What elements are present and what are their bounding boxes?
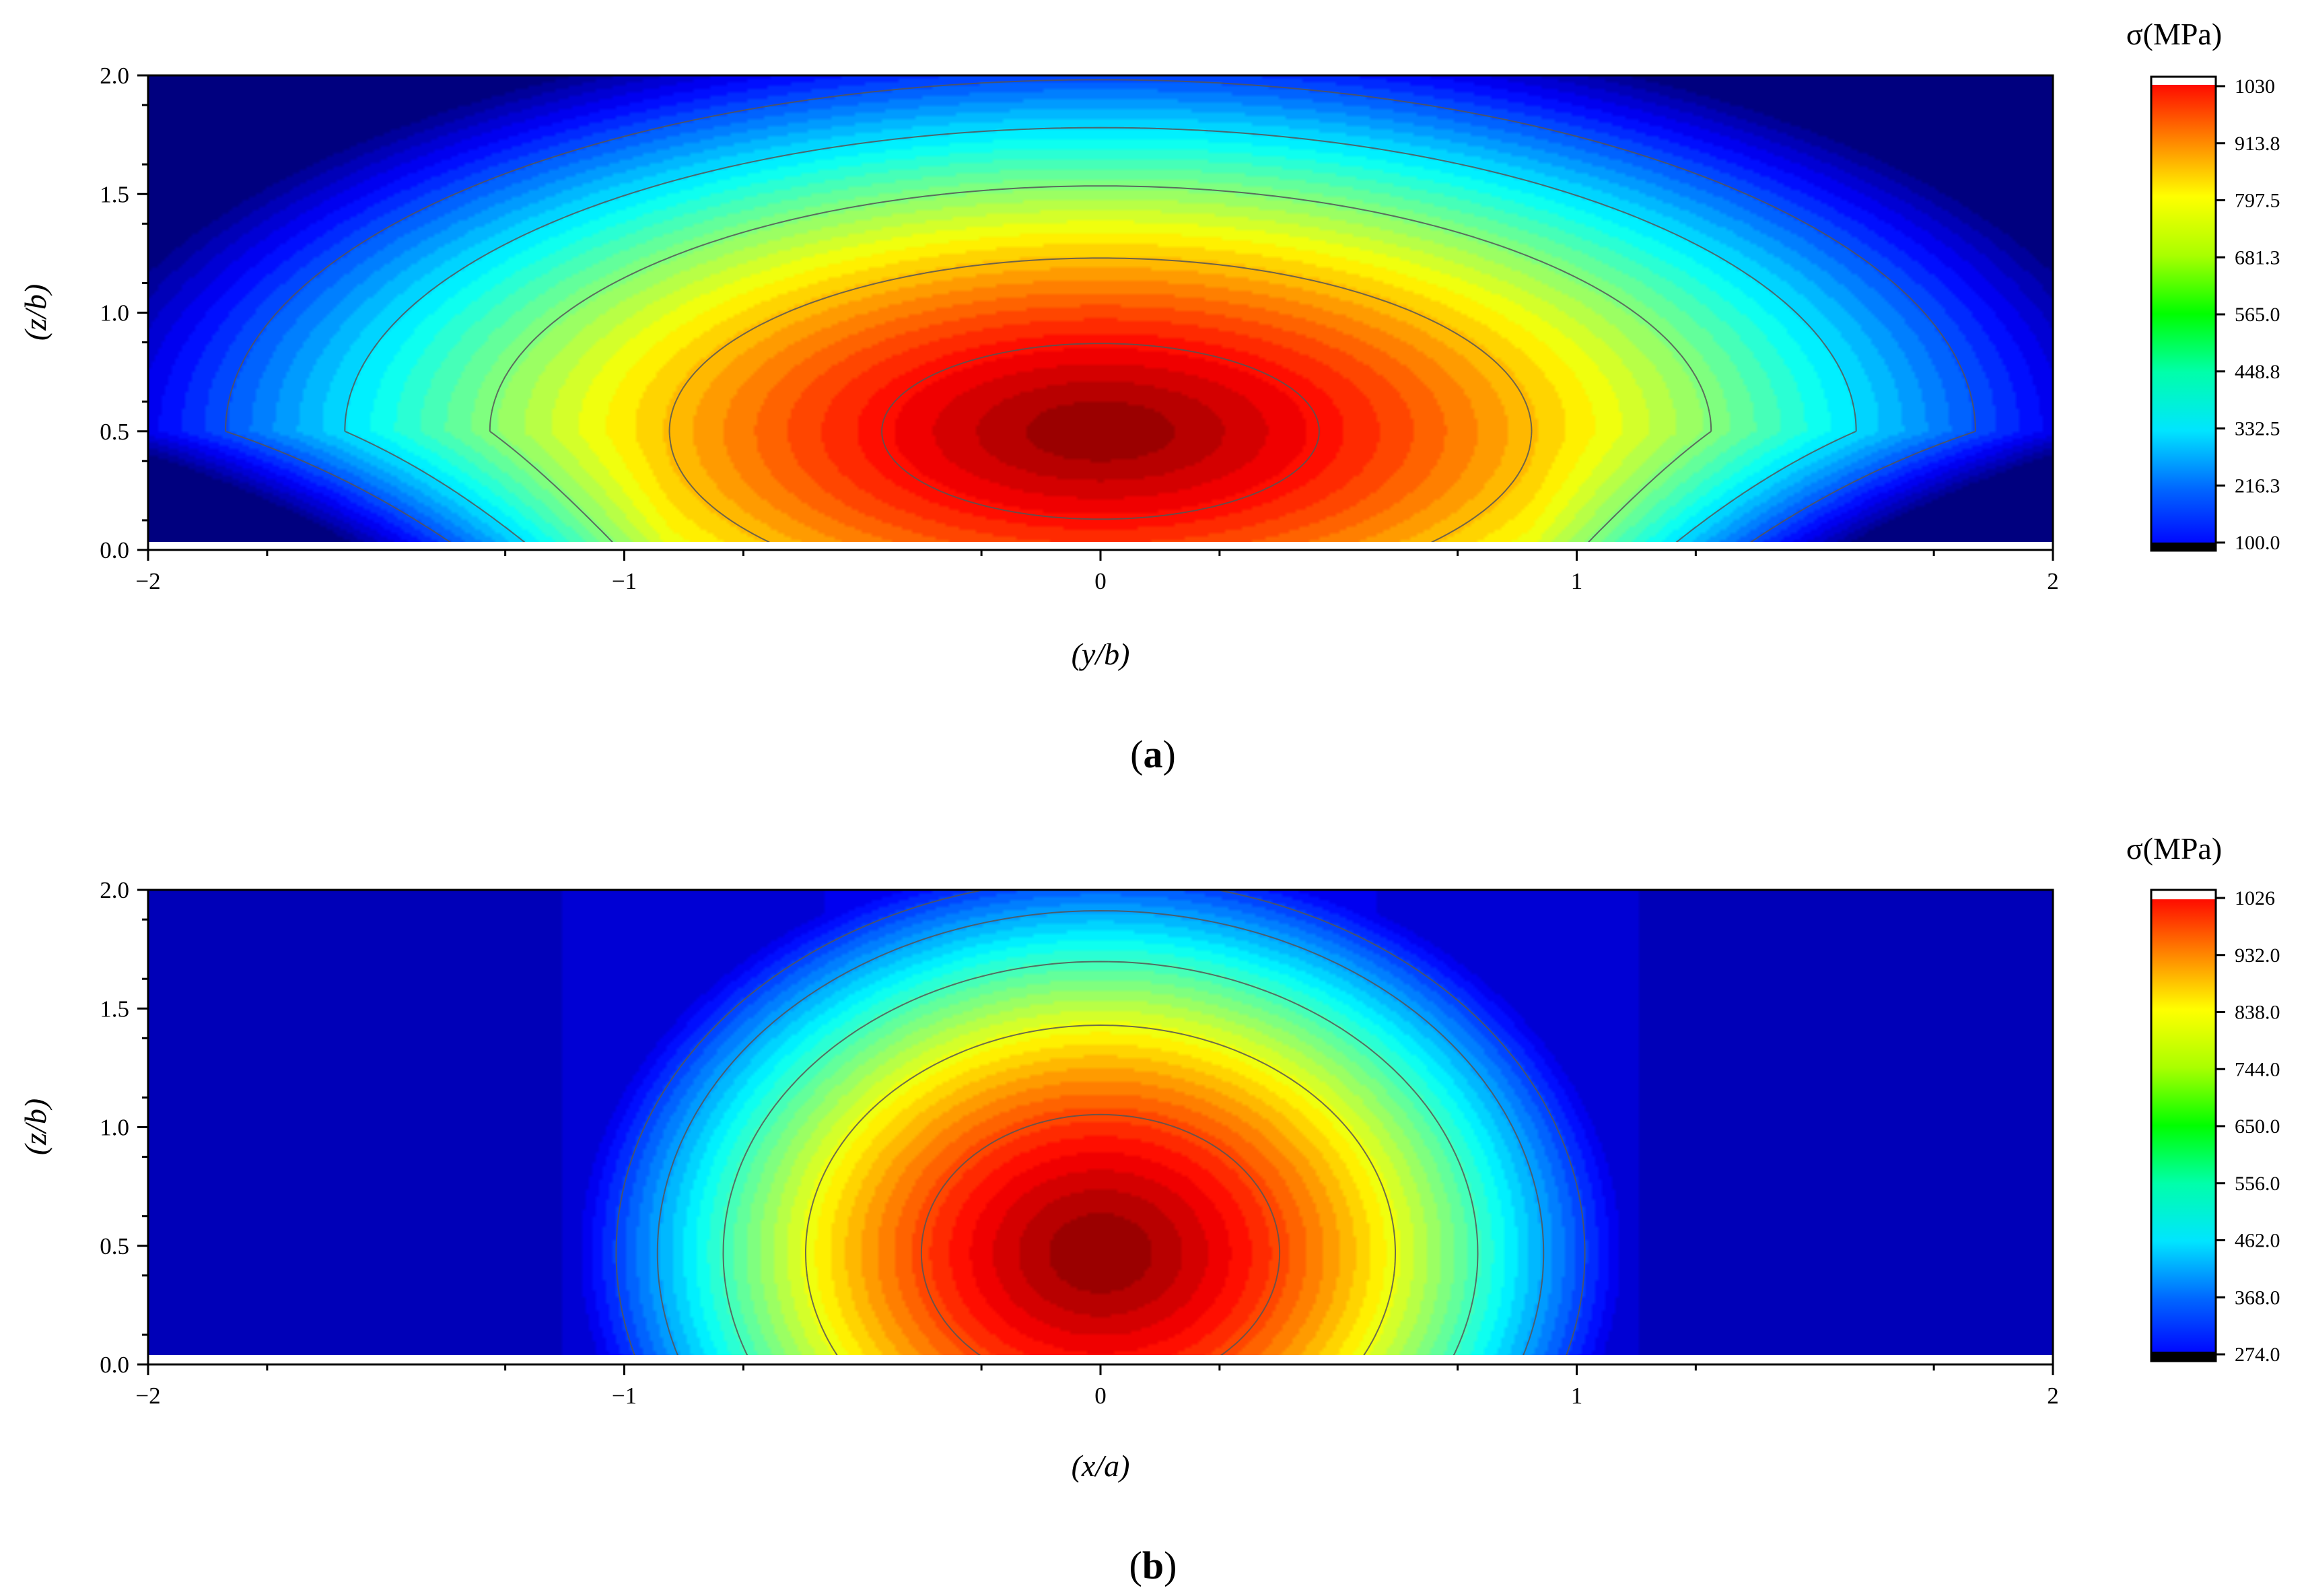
y-tick-label: 1.5 — [100, 996, 129, 1022]
colorbar-cap-top-b — [2151, 890, 2216, 899]
contour-lines-a — [225, 79, 1976, 550]
colorbar-tick-label: 1026 — [2235, 887, 2275, 909]
axes-a: −2 −1 0 1 2 0.0 0.5 1.0 1.5 2.0 — [100, 63, 2059, 594]
baseline-gap-b — [148, 1355, 2053, 1364]
colorbar-tick-label: 1030 — [2235, 75, 2275, 98]
axes-b: −2 −1 0 1 2 0.0 0.5 1.0 1.5 2.0 — [100, 877, 2059, 1409]
colorbar-tick-label: 838.0 — [2235, 1002, 2280, 1024]
y-tick-label: 1.5 — [100, 181, 129, 207]
colorbar-cap-bottom-b — [2151, 1352, 2216, 1361]
colorbar-cap-top-a — [2151, 77, 2216, 85]
y-axis-label-b: (z/b) — [18, 1099, 53, 1155]
x-tick-label: 1 — [1571, 1383, 1583, 1409]
x-tick-label: −2 — [135, 1383, 160, 1409]
colorbar-tick-label: 681.3 — [2235, 246, 2280, 269]
colorbar-tick-label: 913.8 — [2235, 133, 2280, 155]
x-tick-label: 0 — [1094, 1383, 1107, 1409]
y-tick-label: 2.0 — [100, 63, 129, 89]
heatmap-b — [148, 890, 2053, 1364]
contour-lines-b — [615, 890, 1586, 1364]
x-axis-label-a: (y/b) — [1072, 637, 1130, 671]
colorbar-tick-label: 744.0 — [2235, 1058, 2280, 1080]
colorbar-tick-label: 797.5 — [2235, 190, 2280, 212]
panel-letter-a: a — [1144, 732, 1163, 776]
x-tick-label: −1 — [612, 568, 637, 594]
x-tick-label: 2 — [2047, 1383, 2059, 1409]
x-tick-label: −1 — [612, 1383, 637, 1409]
y-tick-label: 1.0 — [100, 300, 129, 326]
x-axis-label-b: (x/a) — [1072, 1449, 1130, 1483]
colorbar-tick-label: 462.0 — [2235, 1230, 2280, 1252]
panel-label-b: (b) — [1129, 1543, 1177, 1587]
panel-b: −2 −1 0 1 2 0.0 0.5 1.0 1.5 2.0 (x/a) (z/b) (b) σ… — [18, 831, 2280, 1587]
colorbar-tick-label: 368.0 — [2235, 1286, 2280, 1309]
y-axis-label-a: (z/b) — [18, 284, 53, 341]
colorbar-ticks-a: 1030 913.8 797.5 681.3 565.0 448.8 332.5 216.3 1… — [2216, 75, 2280, 554]
colorbar-tick-label: 216.3 — [2235, 475, 2280, 497]
x-tick-label: −2 — [135, 568, 160, 594]
heatmap-a — [148, 75, 2053, 550]
colorbar-gradient-a — [2151, 79, 2216, 548]
colorbar-ticks-b: 1026 932.0 838.0 744.0 650.0 556.0 462.0 368.0 2… — [2216, 887, 2280, 1366]
colorbar-tick-label: 556.0 — [2235, 1173, 2280, 1195]
colorbar-title-b: σ(MPa) — [2126, 831, 2222, 866]
y-tick-label: 1.0 — [100, 1115, 129, 1141]
contour-line — [881, 343, 1320, 520]
colorbar-b: σ(MPa) 1026 932.0 838.0 744.0 650.0 556.0 462.… — [2126, 831, 2280, 1366]
colorbar-title-a: σ(MPa) — [2126, 17, 2222, 51]
y-tick-label: 0.0 — [100, 537, 129, 563]
x-tick-label: 2 — [2047, 568, 2059, 594]
panel-letter-b: b — [1142, 1543, 1164, 1587]
panel-label-a: (a) — [1130, 732, 1176, 776]
colorbar-gradient-b — [2151, 894, 2216, 1357]
colorbar-a: σ(MPa) 1030 913.8 797.5 681.3 565.0 448.8 332.… — [2126, 17, 2280, 554]
y-tick-label: 2.0 — [100, 877, 129, 903]
y-tick-label: 0.5 — [100, 419, 129, 445]
colorbar-tick-label: 100.0 — [2235, 532, 2280, 554]
x-tick-label: 1 — [1571, 568, 1583, 594]
colorbar-tick-label: 932.0 — [2235, 944, 2280, 967]
colorbar-tick-label: 448.8 — [2235, 361, 2280, 383]
colorbar-cap-bottom-a — [2151, 543, 2216, 551]
x-tick-label: 0 — [1094, 568, 1107, 594]
colorbar-tick-label: 650.0 — [2235, 1115, 2280, 1138]
y-tick-label: 0.5 — [100, 1233, 129, 1259]
colorbar-tick-label: 274.0 — [2235, 1344, 2280, 1366]
colorbar-tick-label: 565.0 — [2235, 304, 2280, 326]
baseline-gap-a — [148, 542, 2053, 550]
y-tick-label: 0.0 — [100, 1352, 129, 1378]
colorbar-tick-label: 332.5 — [2235, 418, 2280, 440]
panel-a: −2 −1 0 1 2 0.0 0.5 1.0 1.5 2.0 (y/b) (z/b) (a) σ… — [18, 17, 2280, 776]
